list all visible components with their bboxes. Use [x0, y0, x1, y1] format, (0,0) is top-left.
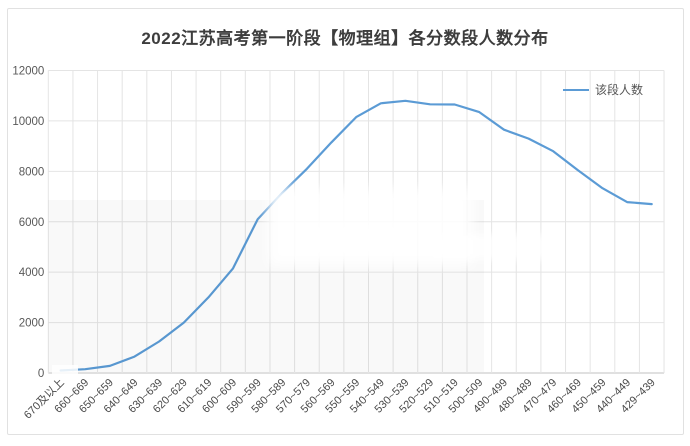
y-axis-tick-label: 6000	[19, 217, 45, 229]
legend-line-icon	[563, 88, 589, 91]
y-axis-tick-label: 4000	[19, 267, 45, 279]
y-axis-tick-label: 8000	[19, 166, 45, 178]
y-axis-tick-label: 0	[38, 368, 44, 380]
y-axis-tick-label: 10000	[12, 116, 44, 128]
legend-label: 该段人数	[595, 83, 644, 97]
legend-item[interactable]: 该段人数	[563, 81, 643, 98]
y-axis-tick-label: 2000	[19, 318, 45, 330]
chart-title: 2022江苏高考第一阶段【物理组】各分数段人数分布	[141, 29, 549, 48]
data-line-series	[59, 99, 653, 372]
y-axis-tick-label: 12000	[12, 66, 44, 78]
